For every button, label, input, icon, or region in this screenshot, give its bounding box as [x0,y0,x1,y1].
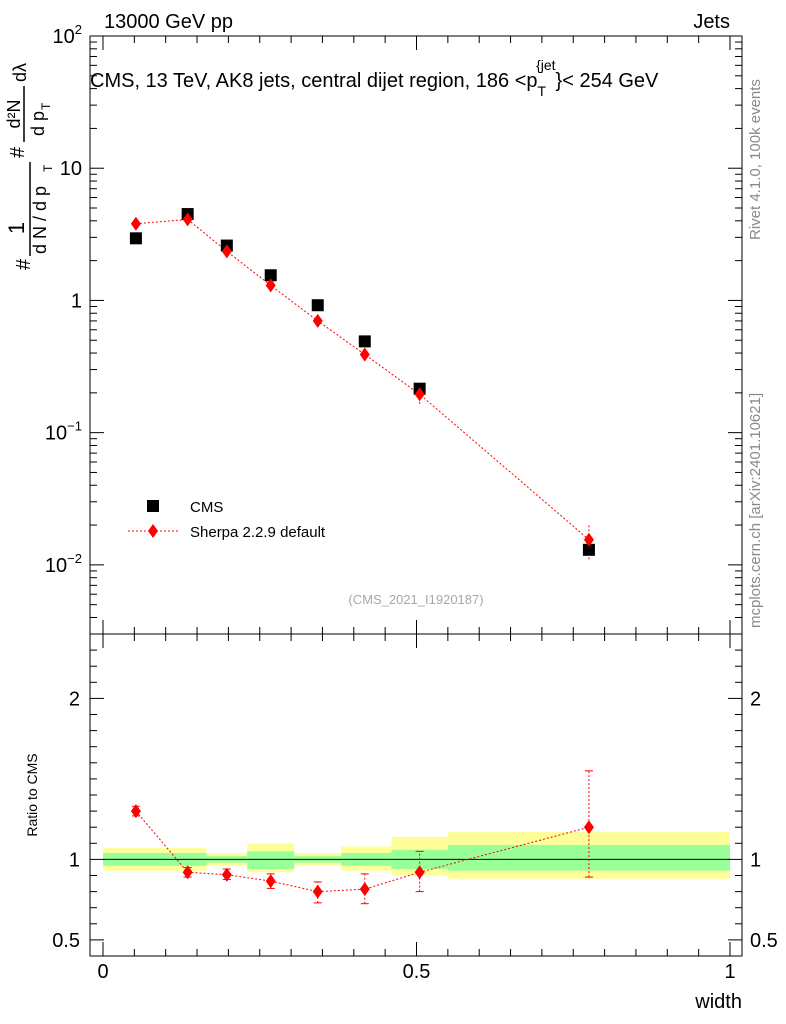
ratio-point-sherpa [359,882,370,897]
ratio-axis-ticks [90,634,742,956]
ratio-band-inner [447,844,730,871]
ratio-point-sherpa [182,865,193,880]
data-point-cms [311,299,324,312]
ratio-y-tick-label: 1 [69,849,80,871]
mc-line [135,218,590,541]
data-point-sherpa [359,347,370,362]
legend: CMS Sherpa 2.2.9 default [128,499,326,541]
mcplots-label: mcplots.cern.ch [arXiv:2401.10621] [747,393,764,628]
rivet-version-label: Rivet 4.1.0, 100k events [747,79,764,240]
ratio-y-tick-label: 0.5 [52,930,80,952]
main-y-tick-labels: 102 10 1 10−1 10−2 [45,22,82,577]
ylabel-one: 1 [4,222,29,234]
legend-label-cms: CMS [190,499,223,516]
main-y-tick-label: 1 [71,290,82,312]
main-title-text: CMS, 13 TeV, AK8 jets, central dijet reg… [90,70,538,92]
ratio-x-tick-labels: 0 0.5 1 [97,961,735,983]
main-series [129,208,595,560]
ylabel-dlambda: dλ [10,63,30,82]
ylabel-den: d p [28,111,48,136]
ratio-y-tick-label: 2 [69,688,80,710]
ratio-panel: 0.5 0.51 12 2 0 0.5 1 Ratio to CMS width [24,633,778,1013]
ratio-series [130,770,594,905]
ylabel-dn: d N / d p [30,186,50,254]
data-point-sherpa [583,532,594,547]
data-point-cms [358,335,371,348]
ratio-y-axis-label: Ratio to CMS [24,753,40,836]
main-title: CMS, 13 TeV, AK8 jets, central dijet reg… [90,57,659,99]
ratio-y-tick-label-right: 1 [750,849,761,871]
ylabel-den-sub: T [39,102,53,110]
ratio-point-sherpa [414,865,425,880]
main-panel: 102 10 1 10−1 10−2 (CMS_2021_I1920187) CMS S… [45,22,743,635]
x-tick-label: 1 [724,961,735,983]
main-frame [89,35,743,635]
main-y-axis-label: # 1 d N / d p T # d²N d p T dλ [4,63,55,270]
data-point-sherpa [221,244,232,259]
main-y-tick-label: 10−2 [45,551,82,577]
data-point-sherpa [182,212,193,227]
ratio-frame [89,633,743,957]
ratio-point-sherpa [265,874,276,889]
data-point-sherpa [265,278,276,293]
ratio-point-sherpa [221,867,232,882]
main-y-tick-label: 10 [60,158,82,180]
legend-marker-cms [147,500,159,512]
ratio-band-inner [247,851,295,870]
ratio-y-tick-labels: 0.5 0.5 1 1 2 2 [52,688,778,952]
main-title-sub: T [538,83,547,99]
main-title-tail: }< 254 GeV [556,70,660,92]
x-tick-label: 0.5 [403,961,431,983]
main-axis-ticks [90,35,742,635]
data-point-cms [264,269,277,282]
legend-label-sherpa: Sherpa 2.2.9 default [190,524,326,541]
x-axis-label: width [694,991,742,1013]
header-right-label: Jets [693,11,730,33]
ratio-y-tick-label-right: 0.5 [750,930,778,952]
ylabel-num: d²N [4,99,24,128]
ratio-point-sherpa [130,804,141,819]
main-y-tick-label: 10−1 [45,419,82,445]
header-left-label: 13000 GeV pp [104,11,233,33]
x-tick-label: 0 [97,961,108,983]
ylabel-hash-2: # [7,146,29,158]
ratio-point-sherpa [583,820,594,835]
data-point-cms [129,232,142,245]
data-point-sherpa [414,387,425,402]
data-point-sherpa [312,313,323,328]
main-title-sup: {jet [536,57,556,73]
analysis-watermark: (CMS_2021_I1920187) [348,592,483,607]
data-point-cms [582,543,595,556]
ratio-y-tick-label-right: 2 [750,688,761,710]
ratio-point-sherpa [312,884,323,899]
ylabel-hash: # [13,258,35,270]
main-y-tick-label: 102 [53,22,82,48]
legend-marker-sherpa [148,524,158,538]
ylabel-dn-sub: T [41,164,55,172]
data-point-sherpa [130,216,141,231]
